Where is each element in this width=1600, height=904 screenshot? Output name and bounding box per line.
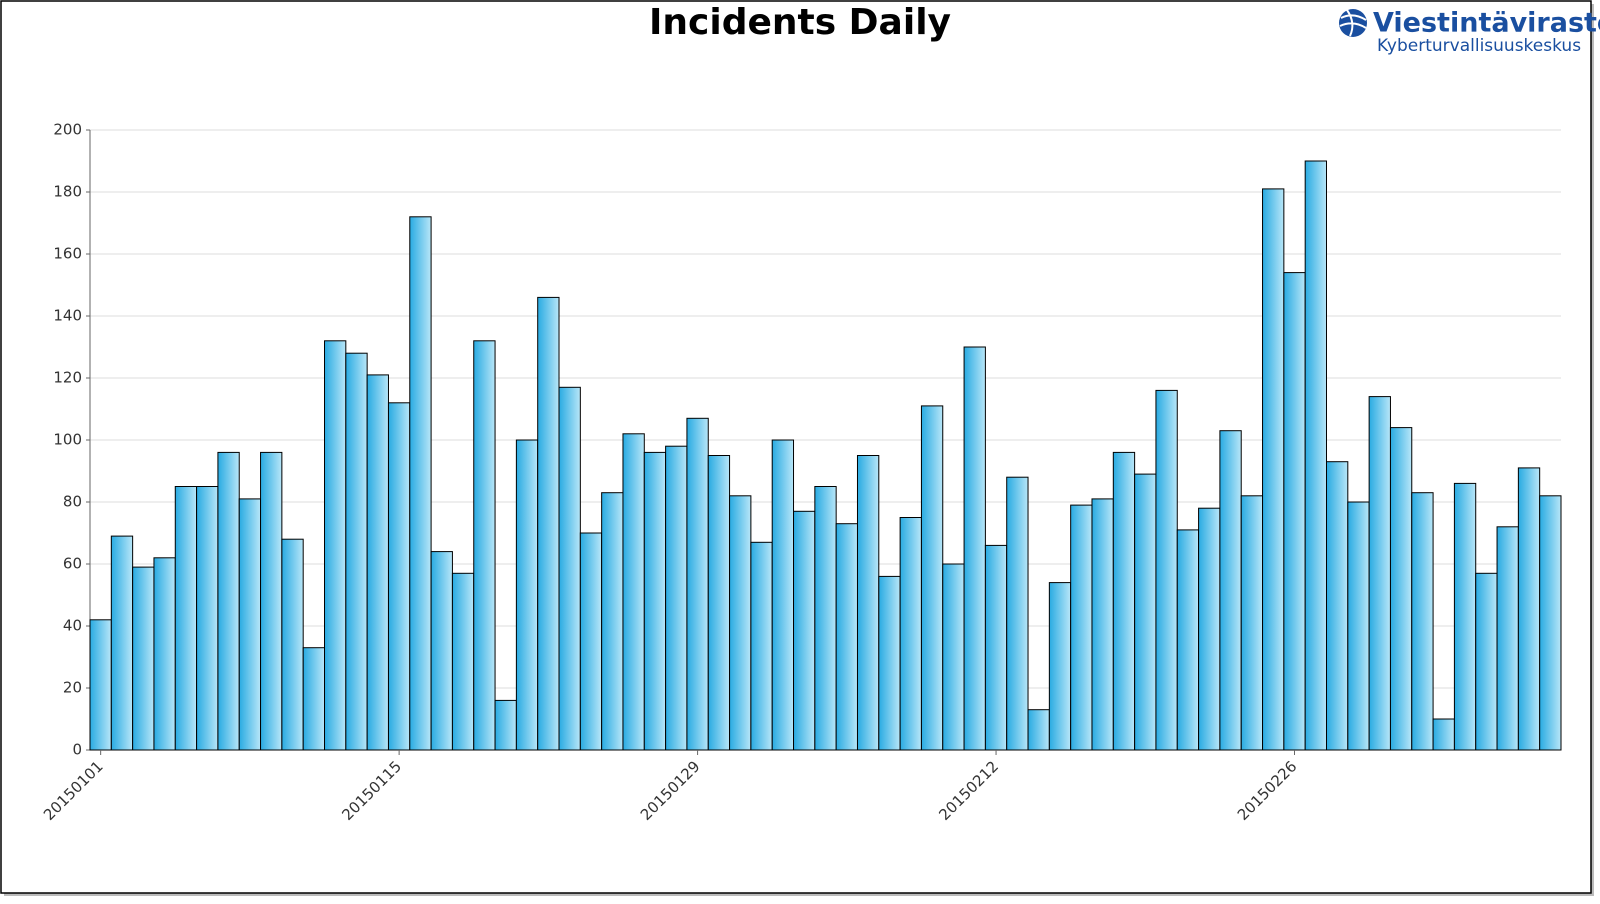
bar (345, 352, 368, 751)
logo: Viestintävirasto Kyberturvallisuuskeskus (1339, 8, 1600, 56)
bar (430, 551, 453, 751)
bar (132, 566, 155, 751)
bar (1496, 526, 1519, 751)
bar (1453, 482, 1477, 751)
bar (1091, 498, 1114, 751)
chart-title: Incidents Daily (649, 2, 951, 43)
bar (473, 340, 496, 751)
bar (494, 699, 517, 751)
bar (878, 575, 901, 751)
bar (1134, 473, 1157, 751)
bar (238, 498, 262, 751)
bar (793, 510, 816, 751)
y-tick-label: 20 (63, 679, 82, 697)
bar (558, 386, 581, 751)
bar (451, 572, 475, 751)
bar (387, 402, 411, 751)
bar (1475, 572, 1498, 751)
y-tick-label: 200 (53, 121, 82, 139)
bar (665, 445, 688, 751)
bar (1283, 272, 1306, 751)
bar (1219, 430, 1242, 751)
y-tick-label: 40 (63, 617, 82, 635)
bar (1325, 461, 1349, 751)
bar (153, 557, 176, 751)
bar (750, 541, 773, 751)
bar (622, 433, 645, 751)
bar (1027, 709, 1050, 751)
y-tick-label: 180 (53, 183, 82, 201)
bar (984, 544, 1008, 751)
bar (1517, 467, 1541, 751)
bar (601, 492, 624, 751)
bar (707, 455, 731, 751)
bar (324, 340, 347, 751)
bar (686, 417, 709, 751)
logo-subtitle: Kyberturvallisuuskeskus (1377, 36, 1581, 56)
bar (729, 495, 752, 751)
bar (1198, 507, 1221, 751)
bar (1070, 504, 1093, 751)
bar (1176, 529, 1200, 751)
bar (1240, 495, 1264, 751)
bar (1432, 718, 1455, 751)
y-tick-label: 0 (72, 741, 82, 759)
bar (1347, 501, 1370, 751)
bar (814, 486, 837, 751)
bar (771, 439, 795, 751)
bar (1048, 582, 1072, 751)
bar (174, 486, 198, 751)
bar (515, 439, 539, 751)
bar (409, 216, 432, 751)
bar (1389, 427, 1413, 751)
bar (281, 538, 304, 751)
y-tick-label: 120 (53, 369, 82, 387)
bar (1155, 389, 1178, 751)
bar (835, 523, 858, 751)
bar (1411, 492, 1434, 751)
y-tick-label: 60 (63, 555, 82, 573)
bar (643, 451, 667, 751)
bar (856, 455, 880, 751)
bar (1262, 188, 1285, 751)
bar (110, 535, 134, 751)
bar (260, 451, 283, 751)
bar (366, 374, 389, 751)
bar (963, 346, 986, 751)
bar (196, 486, 219, 751)
y-tick-label: 80 (63, 493, 82, 511)
bar (942, 563, 965, 751)
logo-name: Viestintävirasto (1373, 8, 1600, 39)
bar (537, 296, 560, 751)
bar (1539, 495, 1562, 751)
bar (1304, 160, 1327, 751)
bar (302, 647, 326, 751)
bar (1006, 476, 1029, 751)
y-tick-label: 160 (53, 245, 82, 263)
y-tick-label: 100 (53, 431, 82, 449)
bar (579, 532, 603, 751)
bar (89, 619, 112, 751)
logo-lines (1339, 9, 1367, 37)
bar (1368, 396, 1391, 751)
y-tick-label: 140 (53, 307, 82, 325)
bar (217, 451, 240, 751)
bar (899, 517, 922, 751)
bar (920, 405, 944, 751)
bar (1112, 451, 1136, 751)
